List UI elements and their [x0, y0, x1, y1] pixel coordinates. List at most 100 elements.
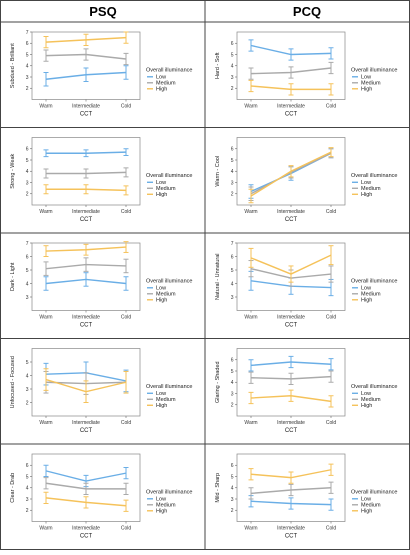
y-axis-label: Warm - Cool [215, 156, 221, 187]
y-tick-label: 2 [231, 403, 234, 409]
y-tick-label: 3 [231, 295, 234, 301]
y-axis-label: Dark - Light [10, 262, 16, 291]
y-tick-label: 4 [231, 281, 234, 287]
x-axis-label: CCT [80, 428, 93, 434]
y-tick-label: 6 [231, 147, 234, 153]
x-tick-label: Warm [39, 104, 52, 110]
x-tick-label: Warm [244, 315, 257, 321]
x-axis-label: CCT [80, 217, 93, 223]
legend-title: Overall illuminance [146, 173, 192, 179]
x-tick-label: Cold [121, 315, 132, 321]
y-axis-label: Natural - Unnatural [215, 254, 221, 300]
y-tick-label: 5 [231, 474, 234, 480]
x-axis-label: CCT [80, 323, 93, 329]
y-axis-label: Clear - Drab [10, 473, 16, 503]
y-tick-label: 5 [231, 52, 234, 58]
x-tick-label: Cold [121, 420, 132, 426]
legend-label: High [361, 403, 372, 409]
x-tick-label: Warm [39, 209, 52, 215]
legend-title: Overall illuminance [351, 384, 397, 390]
x-tick-label: Intermediate [277, 315, 305, 321]
x-tick-label: Warm [39, 315, 52, 321]
x-tick-label: Intermediate [277, 104, 305, 110]
y-tick-label: 5 [26, 474, 29, 480]
legend-title: Overall illuminance [351, 173, 397, 179]
x-axis-label: CCT [285, 428, 298, 434]
y-tick-label: 6 [26, 41, 29, 47]
y-tick-label: 4 [231, 64, 234, 70]
y-tick-label: 6 [231, 41, 234, 47]
y-tick-label: 3 [231, 180, 234, 186]
y-tick-label: 6 [231, 254, 234, 260]
y-tick-label: 6 [231, 358, 234, 364]
y-tick-label: 3 [26, 387, 29, 393]
y-tick-label: 5 [231, 158, 234, 164]
x-axis-label: CCT [80, 112, 93, 118]
legend-label: High [156, 509, 167, 515]
x-tick-label: Cold [121, 209, 132, 215]
y-tick-label: 5 [26, 158, 29, 164]
x-tick-label: Warm [244, 209, 257, 215]
y-axis-label: Hard - Soft [215, 52, 221, 79]
y-tick-label: 2 [231, 508, 234, 514]
legend-title: Overall illuminance [351, 68, 397, 74]
legend-title: Overall illuminance [351, 490, 397, 496]
x-tick-label: Intermediate [277, 420, 305, 426]
x-tick-label: Intermediate [72, 315, 100, 321]
legend-title: Overall illuminance [146, 279, 192, 285]
header-pcq: PCQ [293, 4, 321, 19]
y-tick-label: 5 [26, 268, 29, 274]
legend-label: High [361, 298, 372, 304]
y-tick-label: 7 [231, 241, 234, 247]
x-tick-label: Cold [326, 526, 337, 532]
y-tick-label: 3 [26, 497, 29, 503]
y-tick-label: 4 [26, 281, 29, 287]
y-tick-label: 4 [26, 486, 29, 492]
legend-label: High [156, 87, 167, 93]
x-axis-label: CCT [285, 217, 298, 223]
y-tick-label: 4 [231, 486, 234, 492]
x-axis-label: CCT [285, 112, 298, 118]
y-tick-label: 4 [26, 373, 29, 379]
y-tick-label: 4 [26, 64, 29, 70]
y-tick-label: 6 [26, 463, 29, 469]
x-tick-label: Intermediate [277, 209, 305, 215]
y-tick-label: 2 [26, 400, 29, 406]
legend-label: High [361, 192, 372, 198]
y-tick-label: 2 [231, 86, 234, 92]
x-tick-label: Intermediate [72, 420, 100, 426]
y-axis-label: Strong - Weak [10, 153, 16, 188]
legend-label: High [361, 509, 372, 515]
y-tick-label: 5 [26, 360, 29, 366]
y-tick-label: 6 [26, 147, 29, 153]
y-tick-label: 3 [26, 295, 29, 301]
y-tick-label: 3 [26, 75, 29, 81]
y-tick-label: 7 [26, 241, 29, 247]
y-tick-label: 7 [26, 30, 29, 36]
x-tick-label: Warm [244, 526, 257, 532]
legend-title: Overall illuminance [146, 384, 192, 390]
x-tick-label: Intermediate [72, 209, 100, 215]
legend-label: High [156, 403, 167, 409]
x-tick-label: Cold [326, 420, 337, 426]
x-axis-label: CCT [285, 534, 298, 540]
x-tick-label: Intermediate [72, 104, 100, 110]
legend-label: High [361, 87, 372, 93]
y-axis-label: Mild - Sharp [215, 473, 221, 503]
x-tick-label: Warm [39, 420, 52, 426]
x-axis-label: CCT [80, 534, 93, 540]
y-tick-label: 3 [231, 391, 234, 397]
y-tick-label: 4 [231, 380, 234, 386]
legend-title: Overall illuminance [146, 68, 192, 74]
y-axis-label: Unfocused - Focused [10, 356, 16, 408]
legend-label: High [156, 192, 167, 198]
x-tick-label: Cold [326, 209, 337, 215]
y-tick-label: 5 [231, 268, 234, 274]
x-tick-label: Intermediate [277, 526, 305, 532]
y-tick-label: 3 [231, 497, 234, 503]
y-tick-label: 2 [26, 86, 29, 92]
x-tick-label: Warm [39, 526, 52, 532]
y-tick-label: 2 [26, 192, 29, 198]
legend-title: Overall illuminance [351, 279, 397, 285]
